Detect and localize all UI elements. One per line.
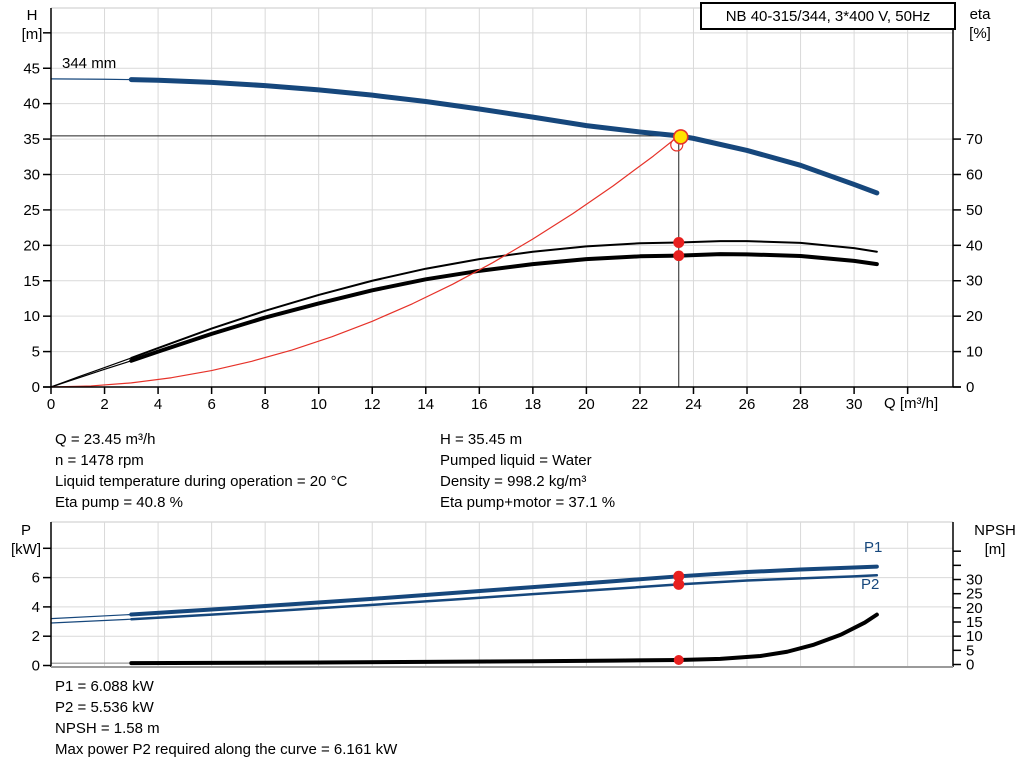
eta-tick-label: 40 <box>966 237 983 254</box>
p-axis-title: P [kW] <box>4 521 48 559</box>
h-tick-label: 10 <box>23 308 40 325</box>
q-tick-label: 30 <box>846 396 863 413</box>
eta-pump-motor-curve <box>129 252 879 363</box>
q-tick-label: 28 <box>792 396 809 413</box>
head-curve <box>128 77 880 196</box>
q-tick-label: 0 <box>47 396 55 413</box>
eta-pump-curve <box>130 240 878 359</box>
q-tick-label: 20 <box>578 396 595 413</box>
q-tick-label: 4 <box>154 396 162 413</box>
q-tick-label: 2 <box>100 396 108 413</box>
h-tick-label: 0 <box>32 379 40 396</box>
eta-tick-label: 50 <box>966 202 983 219</box>
ann-density: Density = 998.2 kg/m³ <box>440 473 587 490</box>
npsh-tick-label: 20 <box>966 600 983 617</box>
h-axis-unit: [m] <box>21 26 43 43</box>
eta-axis-title: eta [%] <box>958 5 1002 43</box>
h-tick-label: 40 <box>23 96 40 113</box>
p2-curve-lead <box>50 618 132 624</box>
ann-max-p2: Max power P2 required along the curve = … <box>55 741 398 758</box>
npsh-axis-title: NPSH [m] <box>966 521 1024 559</box>
q-tick-label: 26 <box>739 396 756 413</box>
h-tick-label: 35 <box>23 131 40 148</box>
h-tick-label: 25 <box>23 202 40 219</box>
h-axis-symbol: H <box>26 7 38 24</box>
q-axis-title: Q [m³/h] <box>884 395 939 412</box>
q-tick-label: 24 <box>685 396 702 413</box>
eta-tick-label: 60 <box>966 166 983 183</box>
ann-p1: P1 = 6.088 kW <box>55 678 154 695</box>
ann-eta-pump: Eta pump = 40.8 % <box>55 494 183 511</box>
npsh-tick-label: 5 <box>966 642 974 659</box>
q-tick-label: 16 <box>471 396 488 413</box>
h-tick-label: 20 <box>23 237 40 254</box>
h-tick-label: 45 <box>23 60 40 77</box>
h-tick-label: 5 <box>32 344 40 361</box>
ann-npsh: NPSH = 1.58 m <box>55 720 160 737</box>
p2-curve <box>130 574 879 621</box>
npsh-tick-label: 30 <box>966 572 983 589</box>
h-tick-label: 15 <box>23 273 40 290</box>
p-tick-label: 6 <box>32 570 40 587</box>
power-data-block: P1 = 6.088 kW P2 = 5.536 kW NPSH = 1.58 … <box>55 676 397 760</box>
eta-tick-label: 30 <box>966 273 983 290</box>
p-tick-label: 0 <box>32 658 40 675</box>
ann-p2: P2 = 5.536 kW <box>55 699 154 716</box>
ann-q: Q = 23.45 m³/h <box>55 431 156 448</box>
npsh-tick-label: 15 <box>966 614 983 631</box>
head-curve-lead <box>50 78 132 81</box>
q-tick-label: 14 <box>417 396 434 413</box>
q-tick-label: 22 <box>632 396 649 413</box>
system-curve <box>50 135 680 388</box>
ann-liquid-temp: Liquid temperature during operation = 20… <box>55 473 348 490</box>
p1-duty-dot <box>673 570 685 582</box>
p1-curve <box>129 564 879 617</box>
eta-pump-motor-curve-lead <box>50 360 132 388</box>
h-tick-label: 30 <box>23 167 40 184</box>
operating-data-right: H = 35.45 m Pumped liquid = Water Densit… <box>440 429 615 513</box>
ann-h: H = 35.45 m <box>440 431 523 448</box>
p2-duty-dot <box>673 578 685 590</box>
eta-axis-unit: [%] <box>969 25 991 42</box>
h-axis-title: H [m] <box>14 6 50 44</box>
impeller-size-label: 344 mm <box>62 55 117 72</box>
eta-tick-label: 10 <box>966 344 983 361</box>
npsh-tick-label: 25 <box>966 586 983 603</box>
eta-pump-duty-dot <box>673 236 685 248</box>
eta-tick-label: 20 <box>966 308 983 325</box>
p-axis-unit: [kW] <box>11 541 41 558</box>
npsh-tick-label: 0 <box>966 657 974 674</box>
q-tick-label: 8 <box>261 396 269 413</box>
p2-curve-label: P2 <box>861 576 880 593</box>
npsh-axis-unit: [m] <box>984 541 1006 558</box>
p-tick-label: 4 <box>32 599 40 616</box>
q-tick-label: 10 <box>310 396 327 413</box>
ann-pumped-liquid: Pumped liquid = Water <box>440 452 592 469</box>
npsh-tick-label: 10 <box>966 628 983 645</box>
q-tick-label: 18 <box>525 396 542 413</box>
eta-pump-motor-duty-dot <box>673 250 685 262</box>
p1-curve-label: P1 <box>864 539 883 556</box>
duty-point-marker[interactable] <box>672 129 689 145</box>
operating-data-left: Q = 23.45 m³/h n = 1478 rpm Liquid tempe… <box>55 429 347 513</box>
npsh-duty-dot <box>673 655 684 666</box>
p1-curve-lead <box>50 613 132 620</box>
eta-axis-symbol: eta <box>969 6 991 23</box>
ann-eta-pump-motor: Eta pump+motor = 37.1 % <box>440 494 616 511</box>
eta-tick-label: 70 <box>966 131 983 148</box>
npsh-curve <box>129 612 879 666</box>
ann-n: n = 1478 rpm <box>55 452 144 469</box>
npsh-axis-symbol: NPSH <box>974 522 1016 539</box>
pump-title: NB 40-315/344, 3*400 V, 50Hz <box>725 7 931 25</box>
eta-tick-label: 0 <box>966 379 974 396</box>
p-axis-symbol: P <box>20 522 31 539</box>
pump-title-box: NB 40-315/344, 3*400 V, 50Hz <box>700 2 956 30</box>
q-tick-label: 12 <box>364 396 381 413</box>
p-tick-label: 2 <box>32 628 40 645</box>
q-tick-label: 6 <box>207 396 215 413</box>
